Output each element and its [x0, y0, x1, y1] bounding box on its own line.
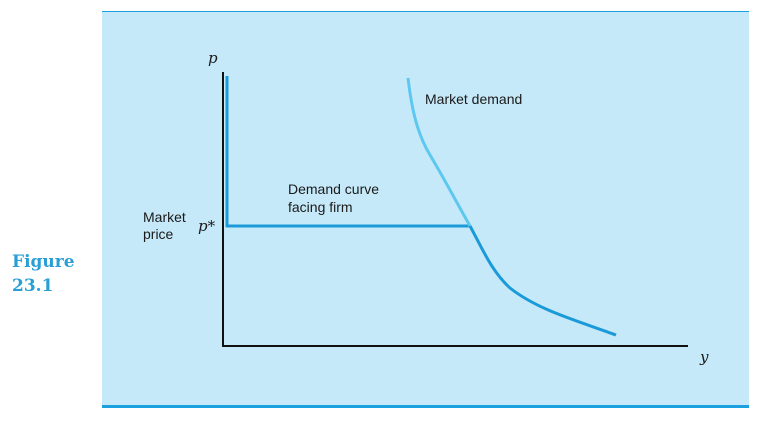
market-demand-label: Market demand	[425, 91, 522, 107]
market-demand-upper	[406, 77, 472, 227]
y-axis-label: p	[208, 49, 218, 67]
figure-panel	[102, 12, 749, 407]
price-tick-label: p*	[198, 217, 216, 235]
market-demand-lower	[468, 225, 617, 337]
figure-label-word: Figure	[12, 252, 75, 272]
market-price-label-line1: Market	[143, 209, 186, 225]
x-axis-label: y	[699, 348, 709, 366]
firm-curve-label-line1: Demand curve	[288, 181, 379, 197]
firm-curve-label-line2: facing firm	[288, 199, 353, 215]
figure-label-number: 23.1	[12, 276, 54, 296]
figure-label: Figure 23.1	[12, 250, 75, 298]
market-price-label-line2: price	[143, 226, 174, 242]
bottom-rule	[102, 405, 749, 408]
